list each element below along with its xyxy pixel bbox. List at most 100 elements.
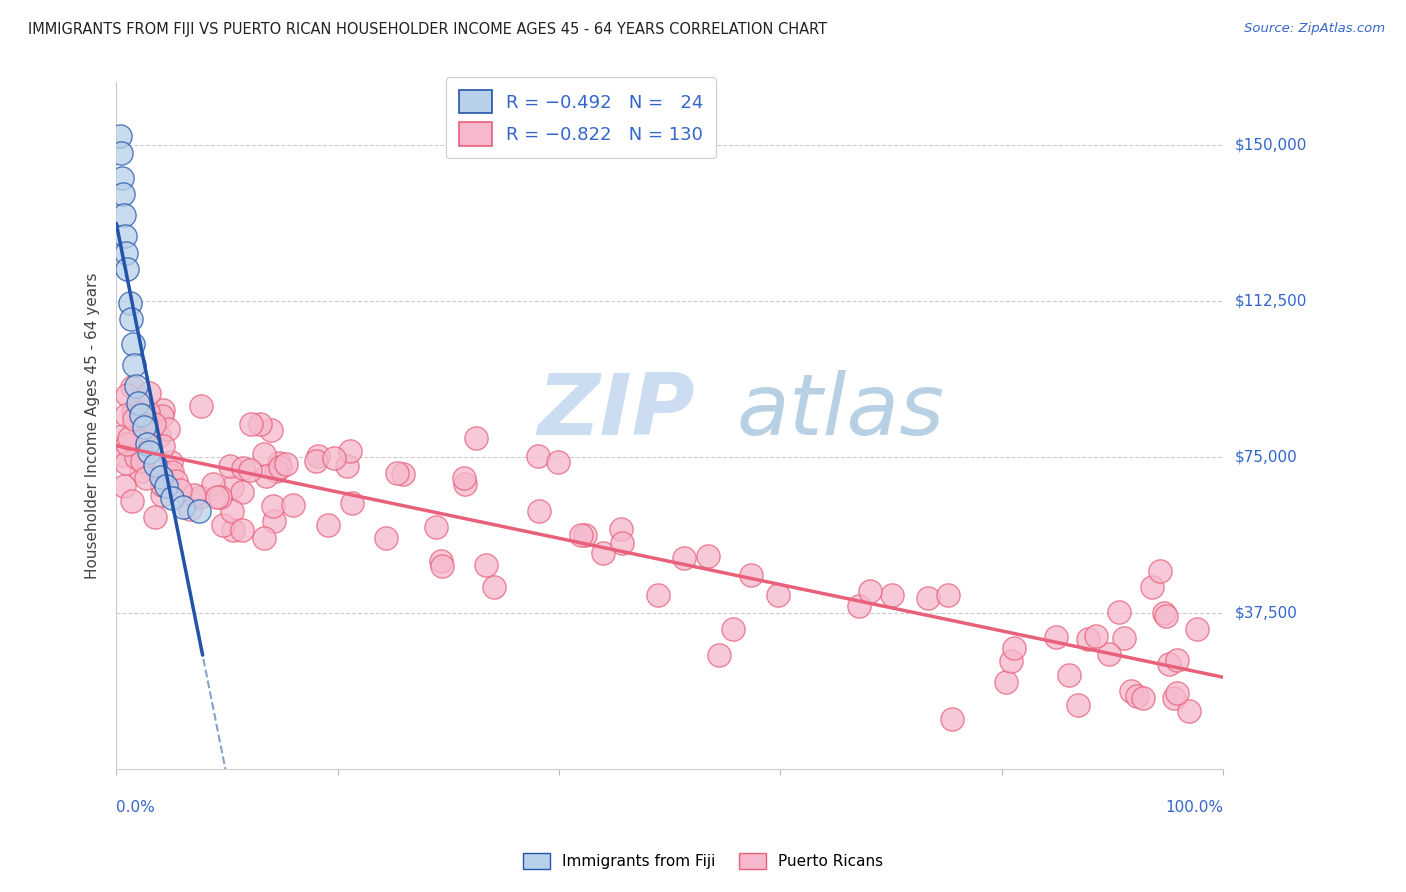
Point xyxy=(1185,623,1208,637)
Text: Source: ZipAtlas.com: Source: ZipAtlas.com xyxy=(1244,22,1385,36)
Point xyxy=(122,337,145,351)
Point xyxy=(202,476,225,491)
Point xyxy=(114,409,136,423)
Point xyxy=(132,420,155,434)
Point xyxy=(340,495,363,509)
Point xyxy=(264,464,287,478)
Point xyxy=(1132,691,1154,706)
Point xyxy=(129,464,152,478)
Point xyxy=(149,463,172,477)
Point xyxy=(160,491,183,506)
Point xyxy=(179,502,201,516)
Point xyxy=(254,469,277,483)
Point xyxy=(121,494,143,508)
Y-axis label: Householder Income Ages 45 - 64 years: Householder Income Ages 45 - 64 years xyxy=(86,272,100,579)
Point xyxy=(936,588,959,602)
Point xyxy=(139,425,162,439)
Point xyxy=(1142,580,1164,594)
Point xyxy=(1163,691,1185,706)
Point xyxy=(231,523,253,537)
Point xyxy=(143,458,166,472)
Point xyxy=(262,499,284,513)
Text: $112,500: $112,500 xyxy=(1234,293,1306,308)
Point xyxy=(1126,689,1149,703)
Point xyxy=(115,456,138,470)
Point xyxy=(647,588,669,602)
Point xyxy=(848,599,870,614)
Point xyxy=(323,450,346,465)
Point xyxy=(547,455,569,469)
Legend: R = −0.492   N =   24, R = −0.822   N = 130: R = −0.492 N = 24, R = −0.822 N = 130 xyxy=(446,78,716,158)
Point xyxy=(125,450,148,465)
Point xyxy=(152,439,174,453)
Point xyxy=(1177,705,1199,719)
Point xyxy=(152,477,174,491)
Point xyxy=(269,460,291,475)
Point xyxy=(155,479,177,493)
Point xyxy=(112,479,135,493)
Point xyxy=(260,423,283,437)
Point xyxy=(1002,640,1025,655)
Point xyxy=(150,488,173,502)
Point xyxy=(172,500,194,514)
Text: $150,000: $150,000 xyxy=(1234,137,1306,152)
Point xyxy=(131,446,153,460)
Point xyxy=(465,431,488,445)
Point xyxy=(111,428,134,442)
Point xyxy=(1000,655,1022,669)
Point xyxy=(474,558,496,573)
Point xyxy=(205,490,228,504)
Point xyxy=(138,385,160,400)
Point xyxy=(569,528,592,542)
Point xyxy=(336,459,359,474)
Point xyxy=(673,551,696,566)
Point xyxy=(882,588,904,602)
Point xyxy=(917,591,939,605)
Point xyxy=(148,429,170,443)
Point xyxy=(307,449,329,463)
Point xyxy=(995,674,1018,689)
Text: 0.0%: 0.0% xyxy=(117,799,155,814)
Point xyxy=(232,461,254,475)
Point xyxy=(135,430,157,444)
Point xyxy=(183,487,205,501)
Point xyxy=(111,170,134,185)
Point xyxy=(239,463,262,477)
Point xyxy=(120,312,142,326)
Point xyxy=(1057,667,1080,681)
Point xyxy=(150,409,173,424)
Point xyxy=(267,456,290,470)
Point xyxy=(721,622,744,636)
Point xyxy=(253,447,276,461)
Point xyxy=(1166,653,1188,667)
Point xyxy=(117,262,139,277)
Point xyxy=(1154,608,1177,623)
Point xyxy=(574,527,596,541)
Point xyxy=(222,523,245,537)
Legend: Immigrants from Fiji, Puerto Ricans: Immigrants from Fiji, Puerto Ricans xyxy=(516,847,890,875)
Text: $37,500: $37,500 xyxy=(1234,605,1298,620)
Point xyxy=(1159,657,1181,671)
Point xyxy=(188,504,211,518)
Point xyxy=(768,588,790,602)
Text: $75,000: $75,000 xyxy=(1234,449,1296,464)
Point xyxy=(941,712,963,726)
Point xyxy=(1114,631,1136,645)
Text: 100.0%: 100.0% xyxy=(1166,799,1223,814)
Point xyxy=(707,648,730,662)
Point xyxy=(253,531,276,545)
Point xyxy=(122,412,145,426)
Point xyxy=(425,520,447,534)
Point xyxy=(1077,632,1099,647)
Point xyxy=(249,417,271,431)
Point xyxy=(162,465,184,479)
Text: IMMIGRANTS FROM FIJI VS PUERTO RICAN HOUSEHOLDER INCOME AGES 45 - 64 YEARS CORRE: IMMIGRANTS FROM FIJI VS PUERTO RICAN HOU… xyxy=(28,22,827,37)
Point xyxy=(118,295,141,310)
Point xyxy=(159,467,181,482)
Point xyxy=(221,480,243,494)
Point xyxy=(208,490,231,504)
Point xyxy=(115,388,138,402)
Point xyxy=(239,417,262,431)
Point xyxy=(114,229,136,244)
Point xyxy=(112,208,135,222)
